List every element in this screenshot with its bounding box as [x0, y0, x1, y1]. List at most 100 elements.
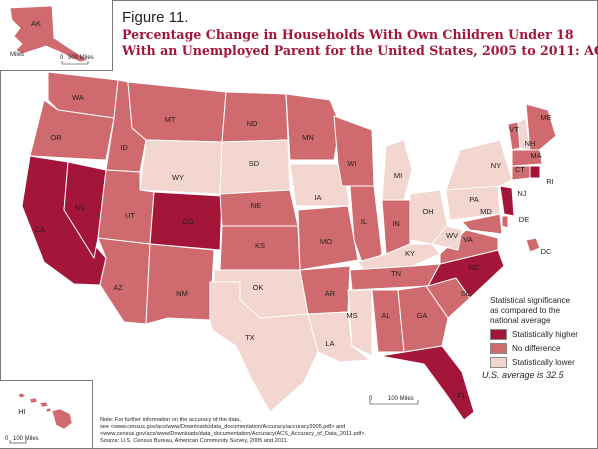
state-la-label: LA	[325, 339, 334, 348]
legend-item-no-difference: No difference	[490, 343, 598, 354]
state-ia-shape	[289, 163, 351, 207]
state-ks-label: KS	[255, 241, 265, 250]
state-mo-shape	[297, 205, 359, 271]
state-ny-label: NY	[491, 161, 501, 170]
legend-item-lower: Statistically lower	[490, 357, 598, 368]
state-fl-shape	[379, 345, 475, 421]
state-ga-shape	[397, 285, 449, 353]
state-wy-shape	[139, 139, 223, 195]
us-average-note: U.S. average is 32.5	[482, 370, 564, 380]
state-id-label: ID	[120, 143, 128, 152]
state-nv-shape	[63, 161, 107, 259]
state-ut-label: UT	[125, 211, 135, 220]
legend-title: Statistical significance as compared to …	[490, 296, 598, 326]
state-mn-label: MN	[302, 133, 314, 142]
legend-swatch-lower	[490, 357, 507, 368]
state-ri-label: RI	[546, 177, 554, 186]
state-ny-shape	[445, 139, 513, 191]
state-ms-shape	[347, 289, 373, 357]
state-pa-label: PA	[469, 195, 478, 204]
ak-scale-label: 500 Miles	[68, 55, 94, 61]
state-ma-shape	[511, 149, 543, 167]
state-mt-label: MT	[165, 115, 176, 124]
state-dc-shape	[525, 237, 541, 253]
state-me-shape	[525, 103, 557, 157]
state-nd-shape	[221, 91, 289, 143]
ak-scale-zero: 0	[60, 55, 64, 61]
state-ma-label: MA	[530, 151, 541, 160]
hi-scale-zero: 0	[5, 436, 9, 442]
hi-scale-label: 100 Miles	[13, 436, 39, 442]
state-nm-label: NM	[176, 289, 188, 298]
state-la-shape	[307, 311, 371, 363]
legend-title-line-3: national average	[490, 316, 551, 325]
legend-title-line-1: Statistical significance	[490, 296, 571, 305]
state-co-shape	[149, 191, 223, 251]
state-al-label: AL	[381, 311, 390, 320]
state-mo-label: MO	[320, 237, 332, 246]
state-sc-label: SC	[461, 289, 472, 298]
state-tx-shape	[209, 281, 319, 413]
state-wv-label: WV	[446, 231, 458, 240]
state-ne-label: NE	[251, 201, 261, 210]
title-line-1: Percentage Change in Households With Own…	[122, 27, 574, 42]
state-nv-label: NV	[75, 203, 85, 212]
state-vt-label: VT	[509, 125, 519, 134]
state-ia-label: IA	[314, 193, 321, 202]
state-wi-label: WI	[347, 159, 356, 168]
hi-label: HI	[18, 407, 26, 416]
state-or-shape	[29, 99, 115, 161]
state-fl-label: FL	[458, 391, 467, 400]
note-line-3: <www.census.gov/acs/www/Downloads/data_d…	[100, 431, 367, 437]
state-wy-label: WY	[172, 173, 184, 182]
state-tn-label: TN	[391, 269, 401, 278]
legend-item-higher: Statistically higher	[490, 329, 598, 340]
state-hi-shape	[17, 392, 73, 430]
ak-miles-side-label: Miles	[10, 52, 25, 58]
state-mi-label: MI	[394, 171, 402, 180]
state-ar-label: AR	[325, 289, 336, 298]
state-va-label: VA	[463, 235, 472, 244]
state-mi-shape	[381, 139, 413, 201]
hawaii-inset: HI 0 100 Miles	[0, 380, 93, 448]
legend-swatch-no-difference	[490, 343, 507, 354]
legend-label-lower: Statistically lower	[512, 358, 575, 367]
main-scale-bar	[369, 400, 419, 405]
state-il-label: IL	[361, 217, 367, 226]
note-line-1: Note: For further information on the acc…	[100, 417, 241, 423]
state-mn-shape	[285, 93, 341, 161]
state-nh-label: NH	[525, 139, 536, 148]
main-scale-zero: 0	[369, 396, 373, 402]
state-az-shape	[97, 237, 151, 325]
state-in-label: IN	[392, 219, 400, 228]
state-md-shape	[461, 213, 503, 235]
state-nj-label: NJ	[517, 189, 526, 198]
alaska-inset: AK Miles 0 500 Miles	[0, 0, 113, 71]
state-me-label: ME	[540, 113, 551, 122]
state-wv-shape	[431, 225, 463, 251]
main-scale-label: 100 Miles	[388, 396, 414, 402]
state-wi-shape	[333, 115, 375, 187]
state-ms-label: MS	[346, 311, 357, 320]
state-co-label: CO	[182, 217, 193, 226]
figure-title: Percentage Change in Households With Own…	[122, 27, 598, 59]
state-mt-shape	[127, 81, 227, 143]
state-nc-label: NC	[469, 263, 480, 272]
state-de-label: DE	[519, 215, 529, 224]
state-ca-label: CA	[35, 225, 45, 234]
state-md-label: MD	[480, 207, 492, 216]
state-dc-label: DC	[541, 247, 552, 256]
state-ct-label: CT	[515, 165, 525, 174]
state-ky-label: KY	[405, 249, 415, 258]
figure-label: Figure 11.	[122, 9, 189, 26]
state-ri-shape	[529, 165, 541, 179]
state-oh-label: OH	[422, 207, 433, 216]
state-ga-label: GA	[417, 311, 428, 320]
note-line-2: see <www.census.gov/acs/www/Downloads/da…	[100, 424, 346, 430]
source-notes: Note: For further information on the acc…	[100, 417, 366, 445]
legend-title-line-2: as compared to the	[490, 306, 561, 315]
title-line-2: With an Unemployed Parent for the United…	[122, 43, 598, 58]
state-or-label: OR	[50, 133, 62, 142]
